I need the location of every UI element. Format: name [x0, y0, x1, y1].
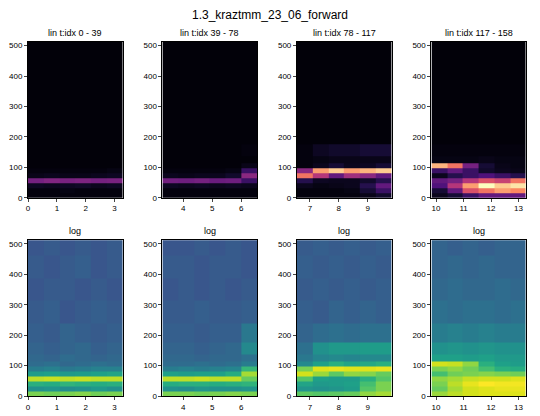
svg-text:200: 200: [9, 133, 23, 142]
svg-text:100: 100: [9, 361, 23, 370]
svg-text:0: 0: [152, 194, 157, 203]
svg-text:500: 500: [278, 41, 292, 50]
svg-text:400: 400: [278, 72, 292, 81]
svg-text:200: 200: [412, 133, 426, 142]
svg-text:0: 0: [26, 403, 31, 412]
svg-text:7: 7: [308, 204, 313, 213]
svg-text:log: log: [204, 226, 216, 236]
svg-text:lin t:idx 78 - 117: lin t:idx 78 - 117: [313, 28, 376, 38]
svg-text:300: 300: [9, 301, 23, 310]
svg-text:11: 11: [459, 403, 468, 412]
svg-text:300: 300: [9, 102, 23, 111]
svg-text:200: 200: [278, 133, 292, 142]
svg-text:400: 400: [9, 72, 23, 81]
svg-text:12: 12: [487, 403, 496, 412]
svg-text:11: 11: [459, 204, 468, 213]
svg-text:2: 2: [83, 204, 88, 213]
svg-text:500: 500: [412, 240, 426, 249]
svg-text:0: 0: [18, 392, 23, 401]
svg-text:0: 0: [26, 204, 31, 213]
svg-text:lin t:idx 117 - 158: lin t:idx 117 - 158: [445, 28, 513, 38]
svg-text:5: 5: [210, 204, 215, 213]
svg-text:400: 400: [9, 270, 23, 279]
svg-text:0: 0: [287, 392, 292, 401]
svg-text:200: 200: [278, 331, 292, 340]
svg-text:300: 300: [412, 102, 426, 111]
svg-text:10: 10: [432, 204, 441, 213]
svg-text:200: 200: [144, 133, 158, 142]
svg-text:12: 12: [487, 204, 496, 213]
svg-text:9: 9: [365, 204, 370, 213]
svg-text:log: log: [473, 226, 485, 236]
svg-text:300: 300: [278, 301, 292, 310]
svg-text:300: 300: [412, 301, 426, 310]
svg-text:6: 6: [239, 403, 244, 412]
svg-text:4: 4: [181, 204, 186, 213]
svg-text:10: 10: [432, 403, 441, 412]
svg-text:100: 100: [412, 361, 426, 370]
svg-text:200: 200: [144, 331, 158, 340]
svg-text:500: 500: [144, 41, 158, 50]
svg-text:400: 400: [412, 270, 426, 279]
svg-text:500: 500: [9, 240, 23, 249]
svg-text:0: 0: [287, 194, 292, 203]
svg-text:0: 0: [421, 194, 426, 203]
svg-text:1: 1: [55, 403, 60, 412]
svg-text:100: 100: [278, 163, 292, 172]
svg-text:300: 300: [144, 102, 158, 111]
svg-text:1.3_kraztmm_23_06_forward: 1.3_kraztmm_23_06_forward: [192, 8, 348, 22]
svg-text:13: 13: [514, 403, 523, 412]
svg-text:500: 500: [9, 41, 23, 50]
svg-text:lin t:idx 0 - 39: lin t:idx 0 - 39: [48, 28, 102, 38]
svg-text:200: 200: [412, 331, 426, 340]
svg-text:8: 8: [337, 403, 342, 412]
svg-text:100: 100: [144, 163, 158, 172]
svg-text:500: 500: [412, 41, 426, 50]
svg-text:200: 200: [9, 331, 23, 340]
svg-text:0: 0: [421, 392, 426, 401]
svg-text:8: 8: [337, 204, 342, 213]
svg-text:100: 100: [144, 361, 158, 370]
svg-text:3: 3: [112, 204, 117, 213]
svg-text:4: 4: [181, 403, 186, 412]
svg-text:300: 300: [278, 102, 292, 111]
svg-text:0: 0: [18, 194, 23, 203]
svg-text:13: 13: [514, 204, 523, 213]
svg-text:log: log: [338, 226, 350, 236]
svg-text:2: 2: [83, 403, 88, 412]
svg-text:100: 100: [9, 163, 23, 172]
svg-text:6: 6: [239, 204, 244, 213]
svg-text:500: 500: [144, 240, 158, 249]
svg-text:400: 400: [278, 270, 292, 279]
svg-text:9: 9: [365, 403, 370, 412]
svg-text:300: 300: [144, 301, 158, 310]
svg-text:log: log: [69, 226, 81, 236]
svg-text:400: 400: [144, 72, 158, 81]
svg-text:5: 5: [210, 403, 215, 412]
svg-text:100: 100: [278, 361, 292, 370]
svg-text:100: 100: [412, 163, 426, 172]
svg-text:lin t:idx 39 - 78: lin t:idx 39 - 78: [180, 28, 239, 38]
svg-text:400: 400: [144, 270, 158, 279]
svg-text:400: 400: [412, 72, 426, 81]
svg-text:0: 0: [152, 392, 157, 401]
svg-text:7: 7: [308, 403, 313, 412]
svg-text:3: 3: [112, 403, 117, 412]
svg-text:1: 1: [55, 204, 60, 213]
svg-text:500: 500: [278, 240, 292, 249]
